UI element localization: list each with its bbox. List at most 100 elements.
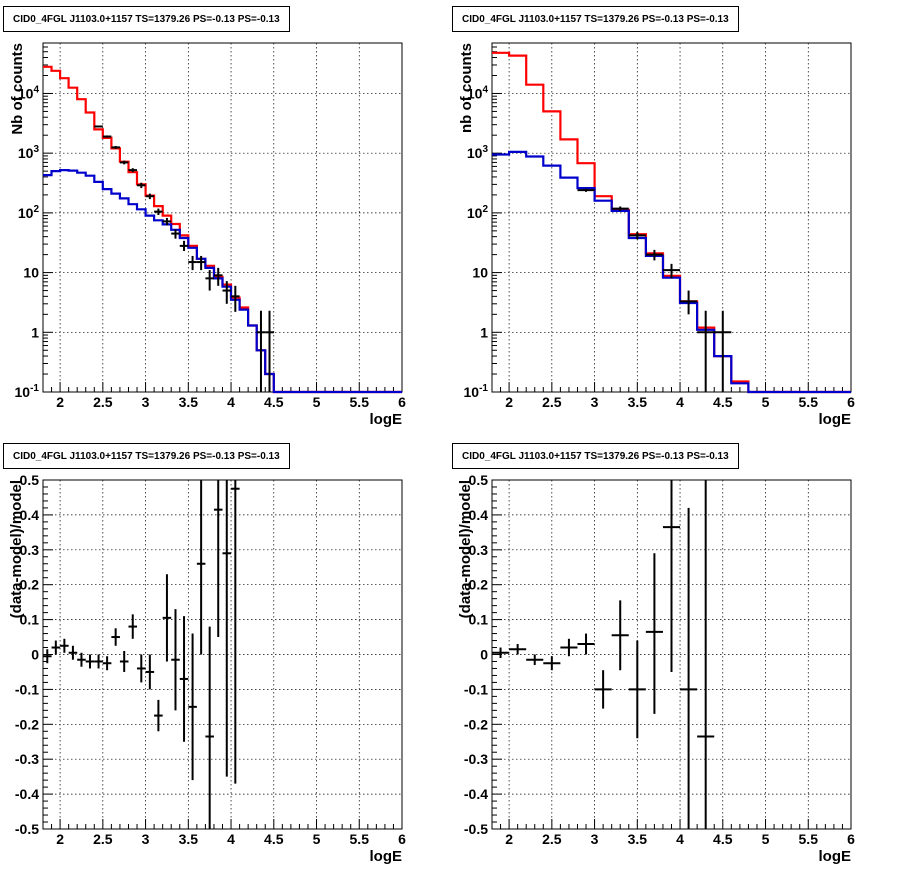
x-tick-label: 5.5 (799, 831, 819, 847)
x-axis-label: logE (819, 848, 852, 865)
data-point (43, 649, 52, 664)
data-point (231, 480, 240, 784)
data-point (145, 193, 155, 200)
y-tick-label: 0.1 (20, 612, 40, 628)
y-tick-label: -0.2 (464, 716, 488, 732)
x-tick-label: 2 (505, 394, 513, 410)
data-point (162, 574, 172, 662)
x-tick-label: 3 (591, 831, 599, 847)
y-tick-label: 0.5 (20, 472, 40, 488)
data-point (60, 638, 69, 653)
x-tick-label: 4.5 (713, 394, 733, 410)
data-point (222, 281, 232, 304)
y-tick-label: -0.5 (464, 821, 488, 837)
x-tick-label: 3 (142, 831, 150, 847)
data-point (256, 310, 266, 392)
y-tick-label: 10 (472, 265, 488, 281)
y-tick-label: 1 (480, 324, 488, 340)
x-tick-label: 6 (847, 831, 855, 847)
plot-frame (42, 42, 403, 393)
x-tick-label: 5 (762, 394, 770, 410)
data-point (509, 644, 527, 655)
data-point (628, 231, 646, 240)
panel-counts-left: 2 2.5 3 3.5 4 4.5 5 5.5 6 10-1 1 10 102 103 104 logE Nb … (0, 0, 449, 437)
data-point (128, 168, 138, 173)
chart-title: CID0_4FGL J1103.0+1157 TS=1379.26 PS=-0.… (3, 443, 290, 469)
y-tick-label: 103 (467, 144, 489, 161)
x-tick-label: 2.5 (93, 831, 113, 847)
x-tick-label: 4.5 (264, 831, 284, 847)
data-point (128, 614, 138, 639)
data-point (119, 160, 129, 165)
x-tick-label: 4 (227, 394, 235, 410)
x-tick-label: 3.5 (179, 394, 199, 410)
x-tick-label: 4.5 (713, 831, 733, 847)
plot-frame (491, 42, 852, 393)
x-tick-label: 4 (676, 394, 684, 410)
x-tick-label: 6 (398, 394, 406, 410)
data-point (171, 609, 180, 711)
data-point (560, 638, 578, 657)
chart-residuals-left: 2 2.5 3 3.5 4 4.5 5 5.5 6 -0.5 -0.4 -0.3 -0.2 -0.1 0 0.… (8, 472, 406, 865)
data-point (611, 600, 629, 671)
histogram-line (492, 51, 851, 394)
x-tick-label: 2.5 (93, 394, 113, 410)
chart-counts-right: 2 2.5 3 3.5 4 4.5 5 5.5 6 10-1 1 10 102 103 104 logE nb … (458, 42, 855, 428)
data-point (119, 651, 129, 672)
data-point (111, 628, 120, 646)
data-point (179, 240, 189, 251)
y-tick-label: 10 (23, 265, 39, 281)
data-point (68, 645, 78, 660)
histogram-line (43, 65, 402, 394)
data-point (205, 626, 214, 829)
data-point (492, 647, 510, 658)
data-point (213, 267, 223, 286)
x-tick-label: 5.5 (350, 394, 370, 410)
data-point (77, 652, 86, 667)
data-point (680, 290, 698, 315)
x-tick-label: 5.5 (350, 831, 370, 847)
data-point (628, 640, 646, 739)
data-point (154, 699, 163, 732)
data-point (577, 633, 595, 655)
y-axis-label: nb of counts (458, 43, 475, 133)
data-point (611, 206, 629, 211)
panel-residuals-left: 2 2.5 3 3.5 4 4.5 5 5.5 6 -0.5 -0.4 -0.3 -0.2 -0.1 0 0.… (0, 437, 449, 874)
y-axis-label: (data-model)/model (8, 480, 25, 618)
data-point (231, 285, 240, 312)
data-point (205, 270, 214, 291)
x-axis-label: logE (370, 848, 403, 865)
x-tick-label: 4.5 (264, 394, 284, 410)
x-tick-label: 3.5 (179, 831, 199, 847)
y-axis-label: (data-model)/model (457, 480, 474, 618)
x-tick-label: 4 (227, 831, 235, 847)
data-point (188, 633, 197, 781)
chart-title: CID0_4FGL J1103.0+1157 TS=1379.26 PS=-0.… (3, 6, 290, 32)
data-point (154, 208, 163, 216)
y-tick-label: -0.3 (15, 751, 39, 767)
x-tick-label: 4 (676, 831, 684, 847)
y-tick-label: -0.4 (464, 786, 488, 802)
x-tick-label: 3 (142, 394, 150, 410)
y-tick-label: 0.5 (469, 472, 489, 488)
y-tick-label: 103 (18, 144, 40, 161)
data-point (102, 656, 112, 671)
chart-title: CID0_4FGL J1103.0+1157 TS=1379.26 PS=-0.… (452, 6, 739, 32)
y-tick-label: -0.5 (15, 821, 39, 837)
y-tick-label: 0.2 (469, 577, 489, 593)
y-tick-label: 10-1 (15, 383, 40, 400)
data-point (662, 263, 681, 279)
y-tick-label: 0.3 (20, 542, 40, 558)
y-tick-label: 104 (467, 84, 489, 101)
data-point (697, 480, 715, 829)
data-point (102, 135, 112, 138)
y-tick-label: 104 (18, 84, 40, 101)
data-point (222, 480, 232, 777)
data-point (577, 188, 595, 192)
chart-title: CID0_4FGL J1103.0+1157 TS=1379.26 PS=-0.… (452, 443, 739, 469)
y-tick-label: 0.4 (469, 507, 489, 523)
x-tick-label: 3 (591, 394, 599, 410)
data-point (51, 640, 61, 655)
y-tick-label: 0.3 (469, 542, 489, 558)
y-tick-label: -0.1 (464, 681, 488, 697)
